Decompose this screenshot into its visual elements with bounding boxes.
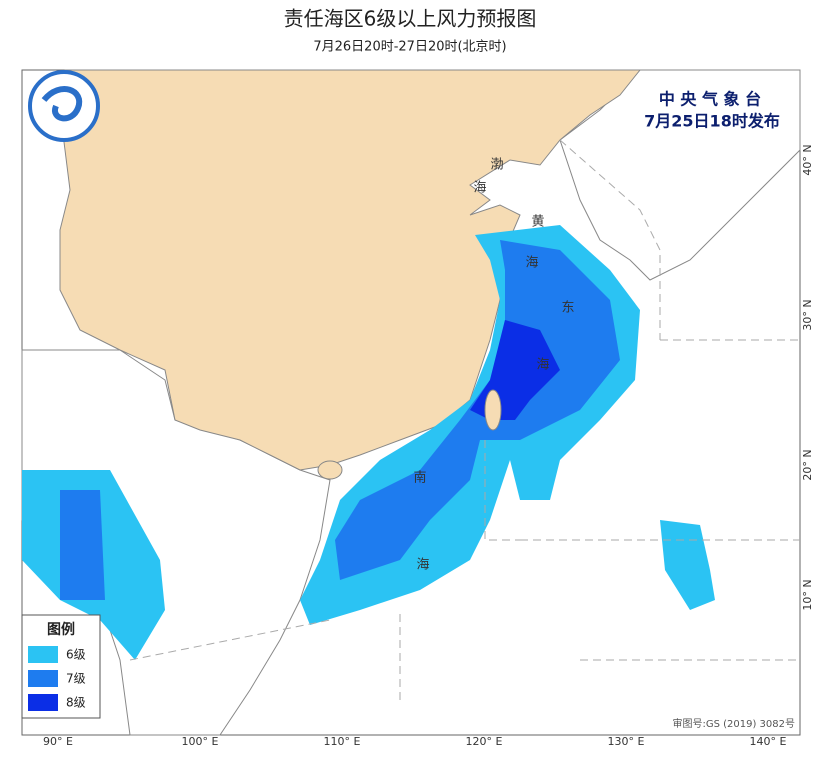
sea-label: 海 [416, 558, 429, 573]
sea-label: 渤 [490, 157, 503, 173]
legend-swatch [28, 646, 58, 663]
lon-label: 110° E [324, 735, 361, 748]
latitude-labels: 40° N 30° N 20° N 10° N [801, 144, 814, 610]
lon-label: 90° E [43, 735, 73, 748]
lon-label: 130° E [608, 735, 645, 748]
hainan [317, 460, 343, 480]
lat-label: 20° N [801, 449, 814, 480]
logo [28, 70, 100, 142]
legend-label: 6级 [66, 648, 86, 662]
zone-6 [660, 520, 715, 610]
sea-label: 东 [561, 301, 574, 316]
sea-label: 黄 [531, 215, 544, 230]
issue-time: 7月25日18时发布 [644, 112, 780, 131]
legend-label: 7级 [66, 672, 86, 686]
wind-zones [22, 225, 715, 660]
legend-label: 8级 [66, 696, 86, 710]
sea-boundaries [129, 139, 800, 700]
lon-label: 120° E [466, 735, 503, 748]
lat-label: 40° N [801, 144, 814, 175]
agency: 中 央 气 象 台 [659, 90, 761, 109]
sea-label: 海 [536, 358, 549, 373]
map-title: 责任海区6级以上风力预报图 [284, 7, 537, 31]
sea-label: 南 [413, 470, 426, 486]
legend-swatch [28, 670, 58, 687]
longitude-labels: 90° E 100° E 110° E 120° E 130° E 140° E [43, 735, 786, 748]
lat-label: 30° N [801, 299, 814, 330]
lon-label: 140° E [750, 735, 787, 748]
lat-label: 10° N [801, 579, 814, 610]
map-subtitle: 7月26日20时-27日20时(北京时) [313, 40, 506, 55]
sea-label: 海 [473, 181, 486, 196]
taiwan [484, 389, 502, 431]
sea-labels: 渤 海 黄 海 东 海 南 海 [413, 157, 574, 573]
legend: 图例 6级 7级 8级 [21, 614, 101, 719]
zone-7 [60, 490, 105, 600]
legend-swatch [28, 694, 58, 711]
sea-label: 海 [525, 256, 538, 271]
logo-mark [41, 86, 83, 122]
lon-label: 100° E [182, 735, 219, 748]
legend-title: 图例 [47, 621, 75, 638]
map-number: 审图号:GS (2019) 3082号 [672, 717, 795, 730]
